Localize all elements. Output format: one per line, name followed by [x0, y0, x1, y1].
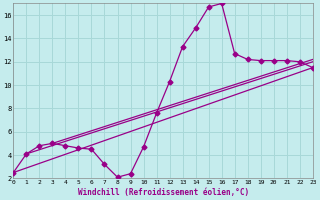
X-axis label: Windchill (Refroidissement éolien,°C): Windchill (Refroidissement éolien,°C): [77, 188, 249, 197]
